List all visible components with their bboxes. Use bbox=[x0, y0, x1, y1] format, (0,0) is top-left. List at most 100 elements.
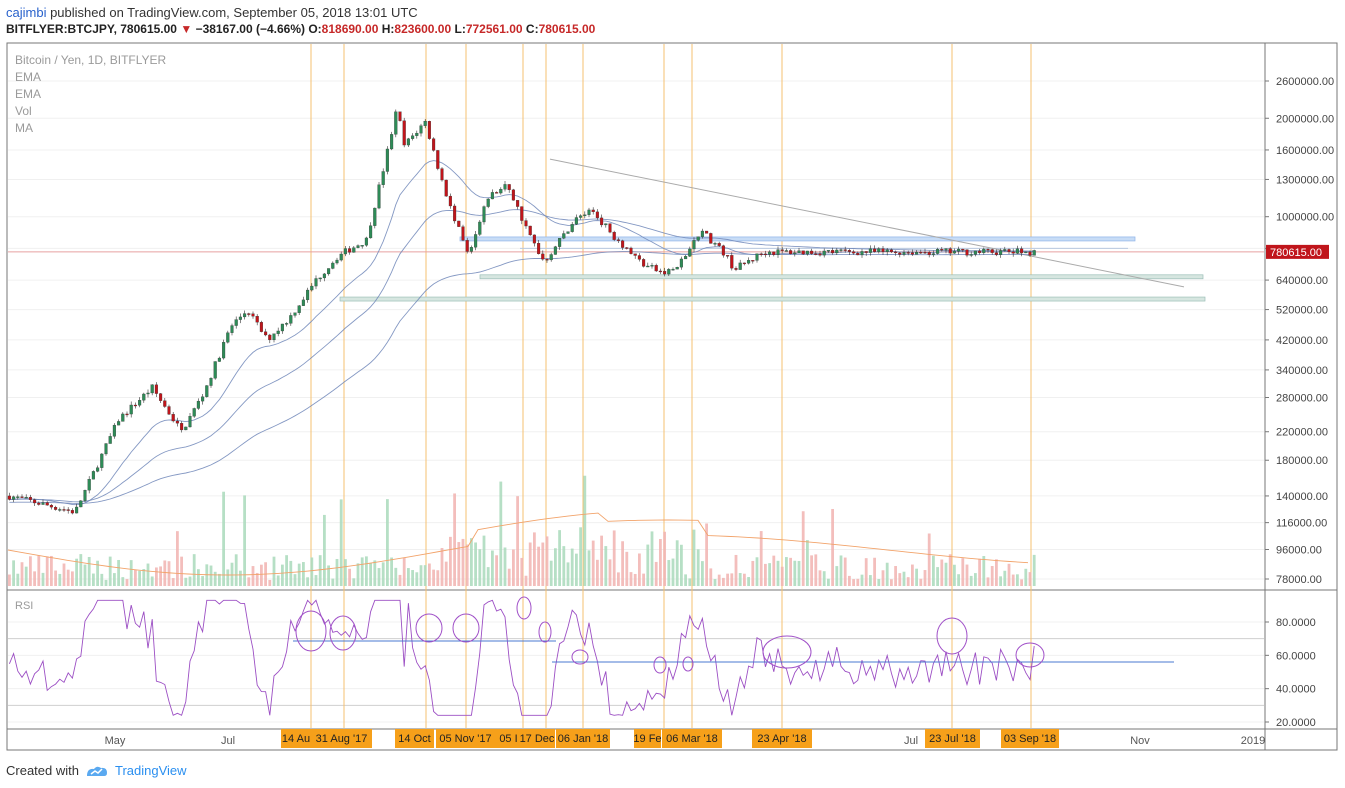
volume-bar bbox=[814, 554, 818, 586]
rsi-circle-annotation[interactable] bbox=[653, 656, 667, 674]
candle bbox=[717, 243, 721, 246]
rsi-circle-annotation[interactable] bbox=[538, 621, 552, 643]
candle bbox=[192, 408, 196, 417]
candle bbox=[415, 132, 419, 136]
volume-bar bbox=[369, 563, 372, 586]
volume-bar bbox=[965, 564, 969, 586]
volume-bar bbox=[671, 558, 675, 586]
volume-bar bbox=[293, 574, 297, 586]
ema-line-3 bbox=[9, 251, 1035, 504]
candle bbox=[1024, 251, 1028, 254]
volume-bar bbox=[663, 531, 666, 586]
down-arrow-icon: ▼ bbox=[180, 22, 193, 36]
rsi-circle-annotation[interactable] bbox=[571, 649, 589, 665]
candle bbox=[285, 323, 289, 325]
candle bbox=[1003, 249, 1007, 251]
support-band[interactable] bbox=[459, 236, 1136, 242]
volume-bar bbox=[906, 577, 910, 586]
trendline[interactable] bbox=[549, 158, 1185, 288]
candle bbox=[222, 342, 226, 359]
volume-bar bbox=[554, 548, 557, 586]
rsi-circle-annotation[interactable] bbox=[762, 635, 812, 669]
candle bbox=[310, 285, 314, 291]
volume-bar bbox=[873, 557, 876, 586]
candle bbox=[339, 253, 343, 261]
rsi-tick-label: 40.0000 bbox=[1276, 684, 1316, 696]
candle bbox=[763, 253, 767, 256]
candle bbox=[915, 251, 919, 255]
volume-bar bbox=[680, 544, 683, 586]
support-band[interactable] bbox=[339, 296, 1206, 302]
candle bbox=[629, 247, 633, 254]
candle bbox=[495, 192, 499, 194]
volume-bar bbox=[108, 556, 112, 586]
volume-bar bbox=[192, 554, 196, 586]
candle bbox=[520, 206, 524, 221]
candle bbox=[705, 230, 709, 234]
volume-bar bbox=[302, 562, 305, 586]
volume-bar bbox=[432, 569, 435, 586]
volume-bar bbox=[436, 570, 440, 586]
volume-bar bbox=[503, 547, 507, 586]
volume-bar bbox=[747, 577, 750, 586]
candle bbox=[507, 184, 511, 190]
candle bbox=[952, 251, 956, 254]
volume-bar bbox=[398, 574, 402, 586]
rsi-circle-annotation[interactable] bbox=[452, 613, 480, 643]
rsi-circle-annotation[interactable] bbox=[1015, 642, 1045, 668]
rsi-circle-annotation[interactable] bbox=[415, 613, 443, 643]
candle bbox=[940, 249, 944, 251]
volume-bar bbox=[923, 570, 927, 586]
volume-bar bbox=[864, 558, 868, 586]
candle bbox=[583, 214, 587, 216]
volume-bar bbox=[205, 564, 209, 586]
candle bbox=[343, 248, 347, 255]
volume-bar bbox=[1003, 570, 1007, 586]
volume-bar bbox=[486, 567, 490, 586]
candle bbox=[776, 249, 780, 255]
candle bbox=[406, 138, 410, 146]
x-tick-label: Jul bbox=[904, 735, 918, 747]
y-tick-label: 116000.00 bbox=[1276, 518, 1327, 530]
support-band[interactable] bbox=[479, 274, 1204, 280]
volume-bar bbox=[852, 579, 855, 586]
low-label: L: bbox=[454, 22, 466, 36]
candle bbox=[482, 206, 486, 223]
candle bbox=[209, 378, 213, 386]
rsi-circle-annotation[interactable] bbox=[295, 610, 327, 652]
candle bbox=[541, 253, 545, 260]
candle bbox=[423, 121, 427, 126]
candle bbox=[490, 192, 494, 200]
volume-bar bbox=[306, 577, 309, 586]
volume-bar bbox=[339, 499, 343, 586]
candle bbox=[373, 207, 377, 226]
x-tick-label: Jul bbox=[221, 735, 235, 747]
author-link[interactable]: cajimbi bbox=[6, 5, 47, 20]
candle bbox=[142, 393, 146, 401]
volume-bar bbox=[314, 575, 318, 586]
rsi-circle-annotation[interactable] bbox=[682, 656, 694, 672]
candle bbox=[503, 184, 507, 190]
rsi-circle-annotation[interactable] bbox=[936, 617, 968, 655]
volume-bar bbox=[545, 536, 549, 586]
volume-bar bbox=[440, 548, 444, 586]
volume-bar bbox=[642, 573, 645, 586]
volume-bar bbox=[331, 578, 335, 586]
candle bbox=[184, 426, 188, 431]
candle bbox=[591, 209, 595, 213]
high-label: H: bbox=[381, 22, 395, 36]
open-label: O: bbox=[308, 22, 322, 36]
volume-bar bbox=[16, 573, 20, 586]
date-marker-label: 03 Sep '18 bbox=[1004, 733, 1056, 745]
rsi-circle-annotation[interactable] bbox=[329, 615, 357, 651]
price-chart[interactable]: 2600000.00 2000000.00 1600000.00 1300000.00… bbox=[0, 0, 1345, 760]
tradingview-brand-link[interactable]: TradingView bbox=[114, 763, 187, 778]
candle bbox=[797, 250, 801, 253]
volume-bar bbox=[159, 566, 162, 586]
candle bbox=[377, 184, 381, 209]
candle bbox=[125, 413, 129, 416]
candle bbox=[146, 392, 150, 395]
volume-bar bbox=[495, 555, 498, 586]
candle bbox=[742, 262, 746, 265]
rsi-circle-annotation[interactable] bbox=[516, 596, 532, 620]
